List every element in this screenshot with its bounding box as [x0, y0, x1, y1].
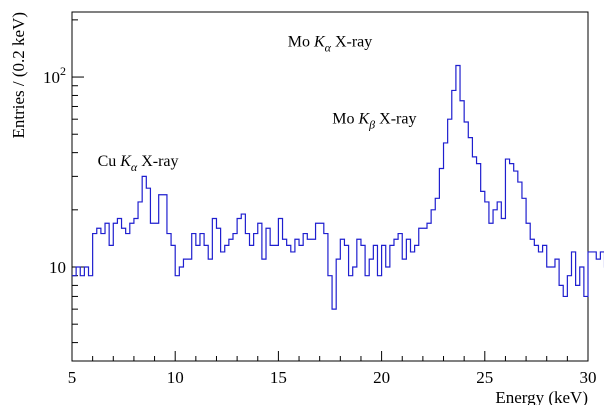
x-tick-label: 10: [167, 368, 184, 387]
x-tick-label: 25: [476, 368, 493, 387]
x-tick-label: 20: [373, 368, 390, 387]
y-axis-title: Entries / (0.2 keV): [9, 12, 28, 139]
x-tick-label: 5: [68, 368, 77, 387]
y-tick-label: 10: [49, 258, 66, 277]
y-tick-label: 102: [43, 64, 66, 87]
annotation-mo-ka: Mo Kα X-ray: [288, 33, 373, 54]
y-axis-ticks: 10 102: [43, 19, 84, 344]
x-tick-label: 30: [580, 368, 597, 387]
annotation-cu-ka: Cu Kα X-ray: [98, 153, 179, 174]
x-axis-ticks: 5 10 15 20 25 30: [68, 351, 597, 387]
x-tick-label: 15: [270, 368, 287, 387]
annotations: Mo Kα X-ray Mo Kβ X-ray Cu Kα X-ray: [98, 33, 417, 174]
histogram-series: [72, 64, 604, 310]
plot-frame: [71, 11, 589, 362]
x-axis-title: Energy (keV): [495, 388, 588, 405]
annotation-mo-kb: Mo Kβ X-ray: [332, 110, 416, 131]
